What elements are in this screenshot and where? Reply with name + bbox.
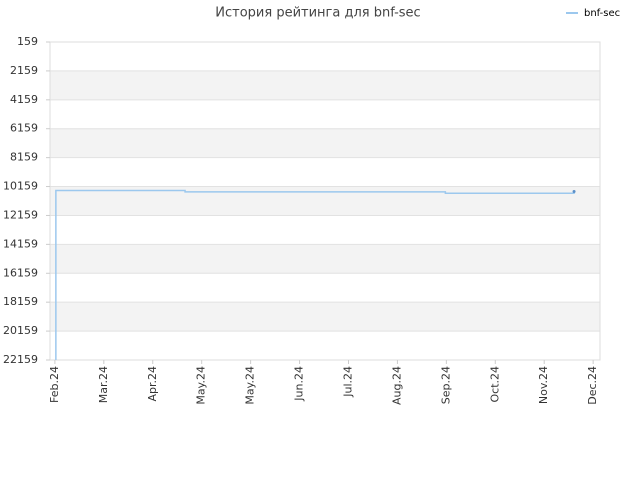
series-line — [55, 189, 575, 360]
bands — [50, 70, 600, 332]
grid — [50, 41, 600, 361]
x-tick-label: May.24 — [195, 366, 208, 405]
y-tick-label: 14159 — [3, 237, 38, 250]
y-tick-label: 8159 — [10, 151, 38, 164]
y-tick-label: 12159 — [3, 208, 38, 221]
x-tick-label: Aug.24 — [390, 366, 403, 405]
x-tick-label: Apr.24 — [146, 366, 159, 402]
x-tick-label: Nov.24 — [537, 366, 550, 404]
y-tick-label: 2159 — [10, 64, 38, 77]
x-tick-label: Sep.24 — [439, 366, 452, 404]
y-tick-label: 10159 — [3, 180, 38, 193]
x-tick-label: Dec.24 — [586, 366, 599, 405]
band — [50, 70, 600, 100]
end-point — [572, 189, 576, 193]
x-tick-label: Oct.24 — [488, 366, 501, 403]
chart-title: История рейтинга для bnf-sec — [215, 6, 420, 21]
y-tick-label: 22159 — [3, 353, 38, 366]
x-tick-label: Feb.24 — [48, 366, 61, 403]
y-tick-label: 16159 — [3, 266, 38, 279]
x-tick-label: May.24 — [244, 366, 257, 405]
y-tick-label: 20159 — [3, 324, 38, 337]
band — [50, 244, 600, 274]
band — [50, 128, 600, 158]
x-tick-label: Mar.24 — [97, 366, 110, 403]
x-tick-label: Jul.24 — [341, 366, 354, 398]
x-tick-label: Jun.24 — [293, 366, 306, 402]
y-tick-label: 4159 — [10, 93, 38, 106]
y-tick-label: 6159 — [10, 122, 38, 135]
y-tick-label: 18159 — [3, 295, 38, 308]
y-tick-label: 159 — [17, 35, 38, 48]
plot-frame — [49, 41, 601, 361]
band — [50, 302, 600, 332]
legend-label: bnf-sec — [584, 8, 620, 19]
